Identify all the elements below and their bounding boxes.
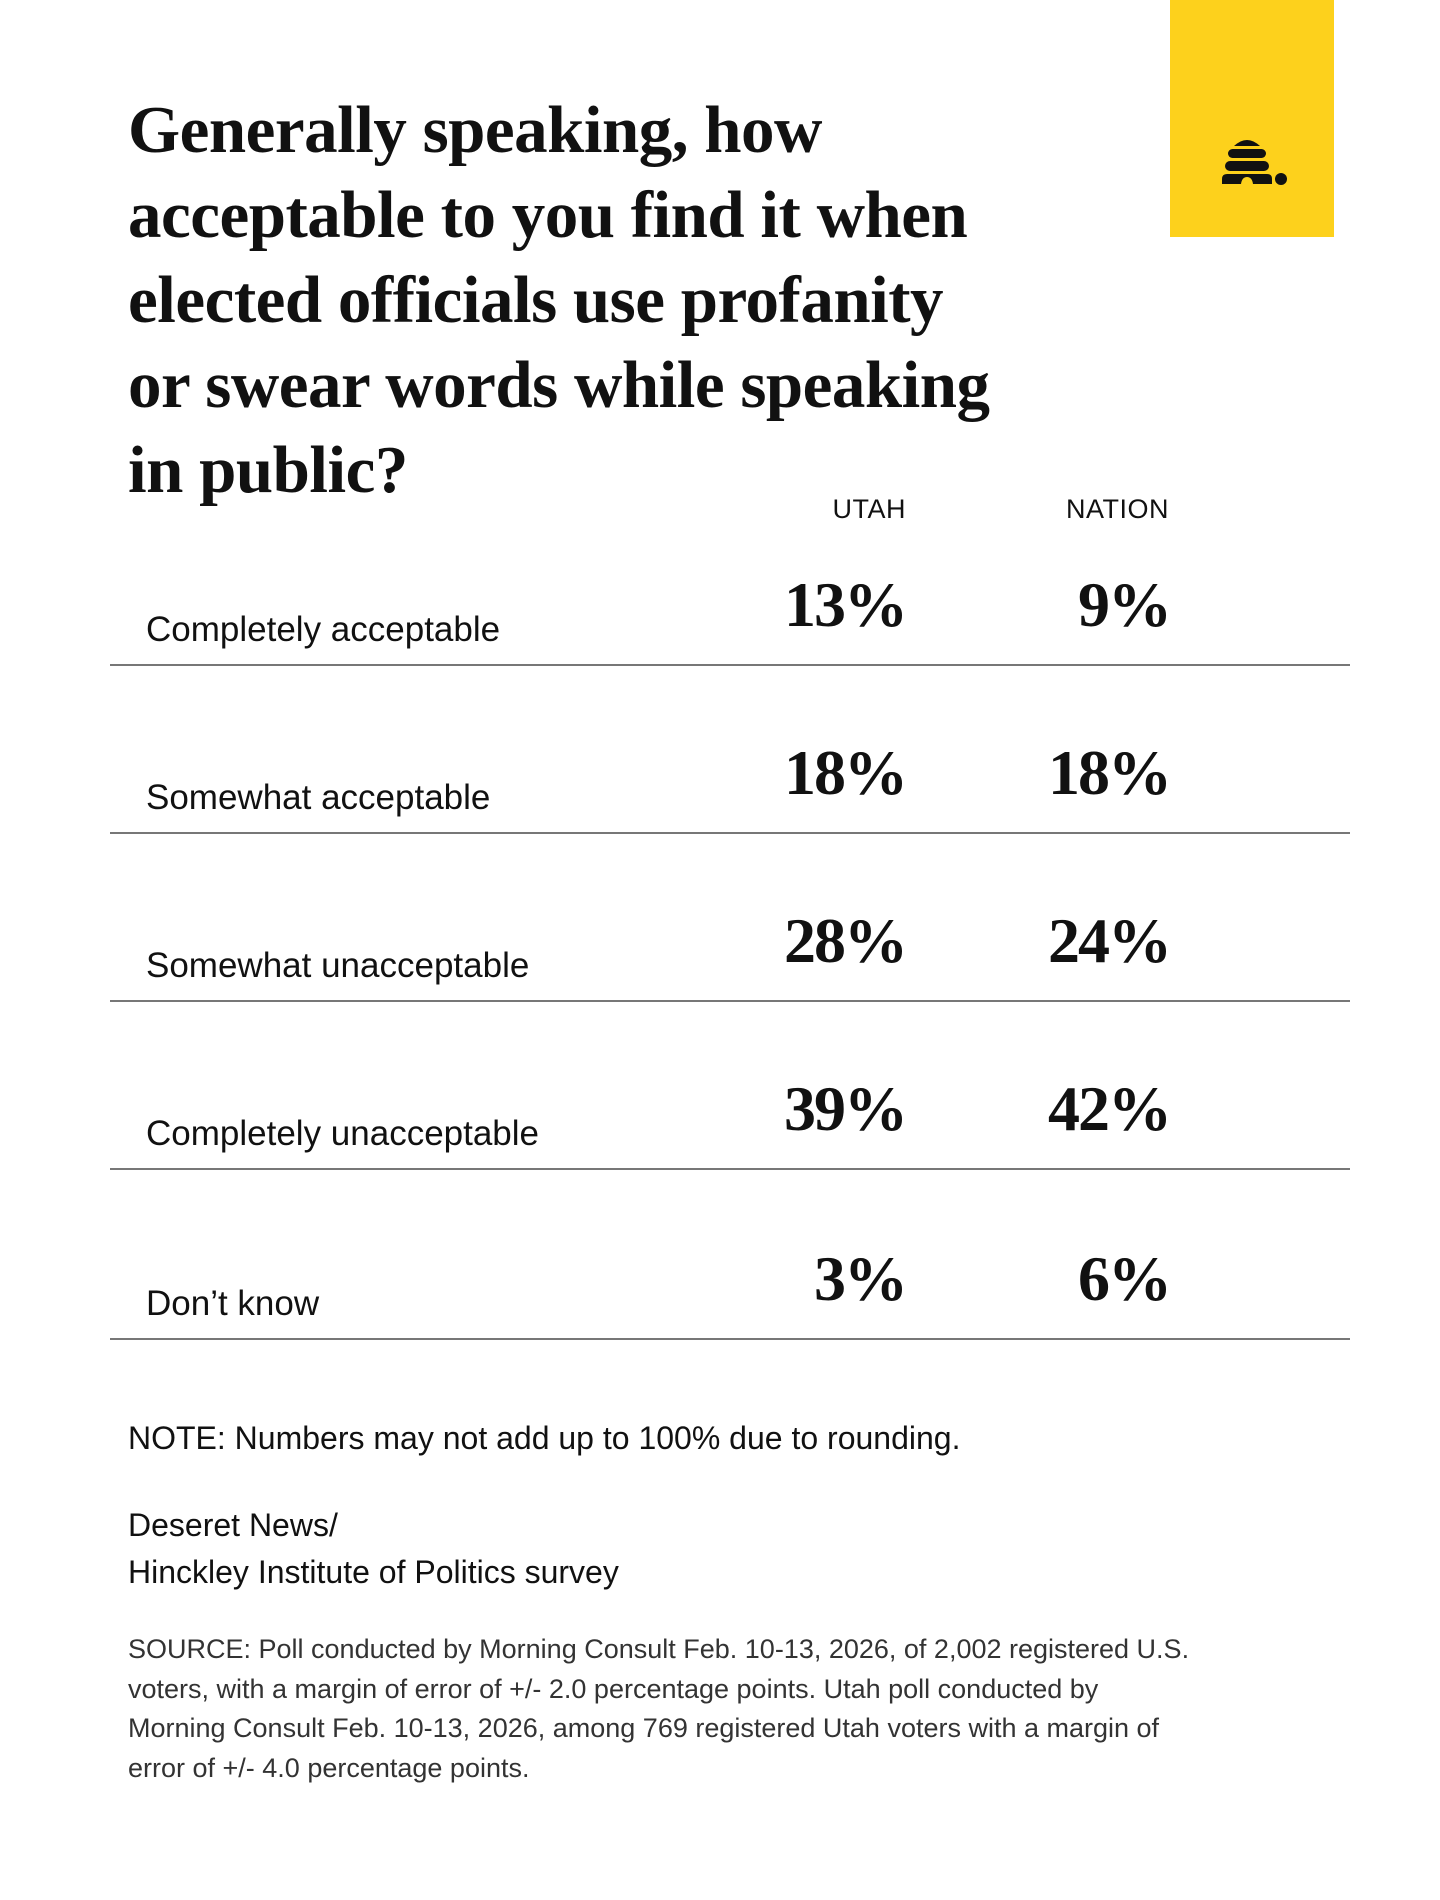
source-line: error of +/- 4.0 percentage points. [128,1752,530,1783]
title-line: or swear words while speaking [128,348,990,422]
nation-value: 42% [1048,1073,1172,1144]
table-row: Completely acceptable 13% 9% [110,498,1350,666]
credit-line: Deseret News/ [128,1507,338,1543]
utah-value: 18% [784,737,908,808]
utah-value: 28% [784,905,908,976]
deseret-news-logo [1170,0,1334,237]
source-note: SOURCE: Poll conducted by Morning Consul… [128,1630,1189,1788]
utah-value: 39% [784,1073,908,1144]
table-row: Completely unacceptable 39% 42% [110,1002,1350,1170]
source-line: Morning Consult Feb. 10-13, 2026, among … [128,1713,1160,1743]
table-row: Somewhat unacceptable 28% 24% [110,834,1350,1002]
row-divider [110,832,1350,834]
row-label: Don’t know [146,1284,320,1323]
row-divider [110,1168,1350,1170]
nation-value: 24% [1048,905,1172,976]
row-label: Somewhat acceptable [146,778,491,817]
nation-value: 9% [1078,569,1172,640]
table-row: Somewhat acceptable 18% 18% [110,666,1350,834]
survey-credit: Deseret News/ Hinckley Institute of Poli… [128,1502,619,1596]
utah-value: 13% [784,569,908,640]
title-line: elected officials use profanity [128,263,944,337]
credit-line: Hinckley Institute of Politics survey [128,1554,619,1590]
beehive-icon [1222,140,1287,185]
source-line: SOURCE: Poll conducted by Morning Consul… [128,1634,1190,1664]
page-title: Generally speaking, how acceptable to yo… [128,88,990,513]
nation-value: 6% [1078,1243,1172,1314]
rounding-note: NOTE: Numbers may not add up to 100% due… [128,1420,961,1456]
title-line: Generally speaking, how [128,93,822,167]
title-line: acceptable to you find it when [128,178,968,252]
row-divider [110,1000,1350,1002]
utah-value: 3% [814,1243,908,1314]
row-label: Completely unacceptable [146,1114,540,1153]
source-line: voters, with a margin of error of +/- 2.… [128,1673,1099,1704]
row-divider [110,1338,1350,1340]
row-divider [110,664,1350,666]
column-header-utah: UTAH [832,494,906,524]
row-label: Somewhat unacceptable [146,946,530,985]
column-header-nation: NATION [1066,494,1169,524]
table-row: Don’t know 3% 6% [110,1172,1350,1340]
nation-value: 18% [1048,737,1172,808]
row-label: Completely acceptable [146,610,501,649]
title-line: in public? [128,433,408,507]
